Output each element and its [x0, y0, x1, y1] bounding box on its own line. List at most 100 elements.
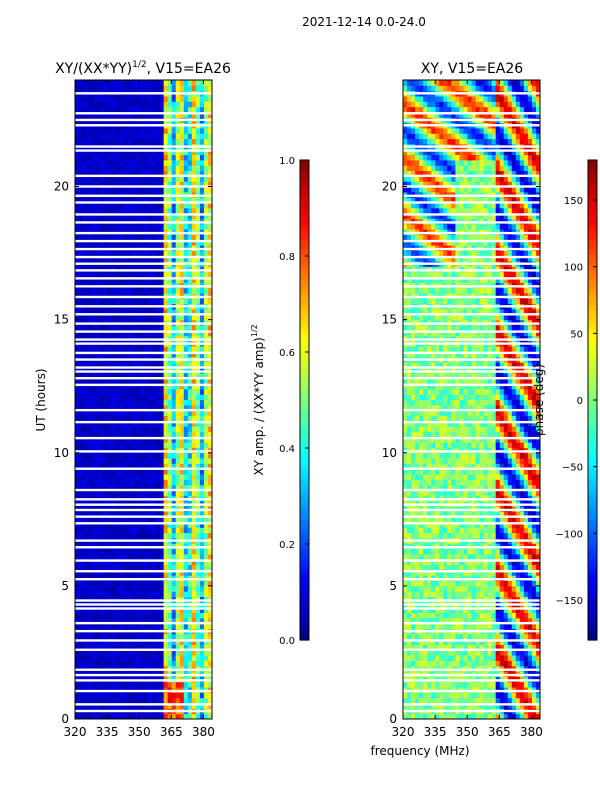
heat-cell — [131, 548, 136, 555]
heat-cell — [87, 314, 92, 321]
heat-cell — [199, 644, 205, 651]
heat-cell — [203, 106, 209, 113]
heat-cell — [83, 703, 88, 709]
heat-cell — [475, 649, 481, 656]
heat-cell — [531, 703, 537, 709]
heat-cell — [139, 127, 144, 134]
heat-cell — [79, 351, 84, 358]
heat-cell — [107, 521, 112, 528]
heat-cell — [155, 458, 161, 464]
heat-cell — [159, 202, 165, 209]
heat-cell — [167, 649, 173, 656]
heat-cell — [83, 420, 88, 427]
heat-cell — [75, 623, 80, 629]
heat-cell — [207, 234, 213, 241]
heat-cell — [135, 277, 140, 283]
heat-cell — [111, 165, 116, 172]
heat-cell — [119, 223, 124, 230]
heat-cell — [415, 681, 420, 688]
heat-cell — [159, 633, 165, 640]
heat-cell — [179, 165, 185, 172]
heat-cell — [187, 458, 193, 464]
heat-cell — [171, 277, 177, 283]
heat-cell — [75, 617, 80, 624]
heat-cell — [159, 404, 165, 411]
heat-cell — [87, 511, 92, 518]
heat-cell — [107, 223, 112, 230]
heat-cell — [439, 623, 444, 629]
heat-cell — [151, 713, 157, 720]
heat-cell — [191, 681, 197, 688]
heat-cell — [123, 404, 128, 411]
heat-cell — [151, 351, 157, 358]
heat-cell — [107, 420, 112, 427]
heat-cell — [511, 713, 517, 720]
heat-cell — [187, 394, 193, 401]
heat-cell — [143, 511, 149, 518]
heat-cell — [163, 633, 169, 640]
heat-cell — [407, 649, 412, 656]
heat-cell — [459, 617, 464, 624]
heat-cell — [143, 612, 149, 619]
heat-cell — [171, 133, 177, 140]
heat-cell — [127, 607, 132, 613]
heat-cell — [403, 617, 408, 624]
heat-cell — [107, 681, 112, 688]
heat-cell — [199, 213, 205, 219]
heat-cell — [135, 612, 140, 619]
heat-cell — [75, 202, 80, 209]
heat-cell — [143, 330, 149, 337]
heat-cell — [135, 111, 140, 118]
heat-cell — [119, 415, 124, 422]
heat-cell — [431, 655, 436, 661]
heat-cell — [207, 697, 213, 704]
heat-cell — [499, 681, 505, 688]
heat-cell — [115, 410, 120, 416]
heat-cell — [111, 308, 116, 315]
heat-cell — [143, 239, 149, 246]
heat-cell — [127, 186, 132, 193]
heat-cell — [107, 404, 112, 411]
heat-cell — [103, 101, 108, 108]
heat-cell — [171, 713, 177, 720]
heat-cell — [207, 527, 213, 534]
heat-cell — [499, 692, 505, 699]
heat-cell — [199, 388, 205, 395]
heat-cell — [123, 197, 128, 203]
heat-cell — [195, 569, 201, 576]
heat-cell — [507, 649, 513, 656]
heat-cell — [135, 655, 140, 661]
heat-cell — [171, 474, 177, 480]
heat-cell — [143, 250, 149, 257]
heat-cell — [147, 138, 153, 145]
heat-cell — [467, 681, 472, 688]
heat-cell — [75, 516, 80, 523]
heat-cell — [99, 383, 104, 390]
heat-cell — [195, 633, 201, 640]
heat-cell — [99, 442, 104, 448]
heat-cell — [79, 95, 84, 102]
heat-cell — [151, 159, 157, 166]
heat-cell — [187, 617, 193, 624]
heat-cell — [523, 649, 529, 656]
heat-cell — [463, 703, 468, 709]
heat-cell — [119, 580, 124, 587]
heat-cell — [91, 553, 96, 560]
heat-cell — [439, 612, 444, 619]
flagged-gap — [75, 408, 212, 412]
heat-cell — [435, 617, 440, 624]
heat-cell — [103, 585, 108, 592]
heat-cell — [207, 474, 213, 480]
heat-cell — [99, 394, 104, 401]
heat-cell — [139, 559, 144, 566]
heat-cell — [79, 639, 84, 645]
heat-cell — [75, 484, 80, 491]
heat-cell — [147, 617, 153, 624]
y-tick-label: 20 — [54, 180, 69, 194]
heat-cell — [91, 436, 96, 443]
heat-cell — [459, 612, 464, 619]
heat-cell — [99, 527, 104, 534]
heat-cell — [83, 324, 88, 331]
heat-cell — [139, 298, 144, 305]
heat-cell — [155, 644, 161, 651]
